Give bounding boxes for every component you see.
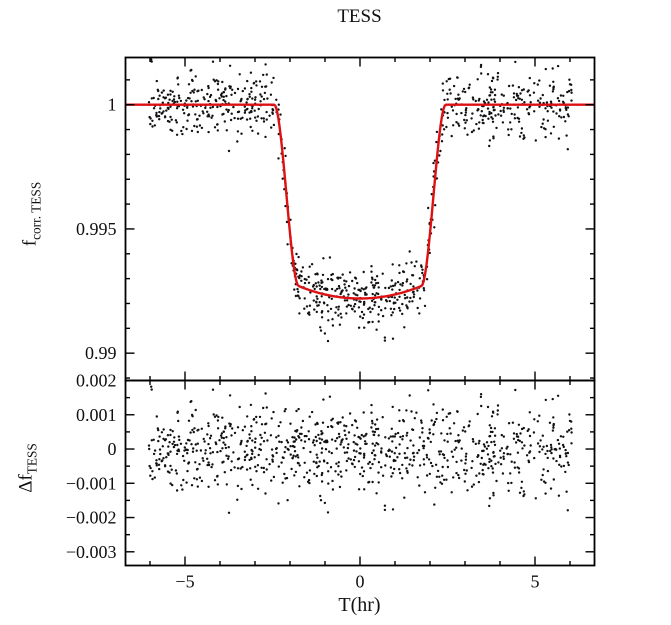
y-axis-label-bottom: ΔfTESS <box>16 443 41 493</box>
y-tick-label-bottom: 0.002 <box>76 371 117 391</box>
y-tick-label-bottom: 0.001 <box>76 405 117 425</box>
y-axis-label-top-sub: corr. TESS <box>28 181 44 240</box>
y-axis-label-bottom-main: Δf <box>15 474 37 493</box>
x-axis-label: T(hr) <box>338 594 381 616</box>
y-axis-label-bottom-sub: TESS <box>24 443 40 475</box>
y-tick-label-bottom: −0.002 <box>66 508 117 528</box>
plot-title: TESS <box>337 6 382 27</box>
transit-model-curve <box>125 103 595 300</box>
scatter-points-residuals <box>147 385 573 514</box>
y-tick-label-top: 0.99 <box>85 343 117 363</box>
y-tick-label-bottom: 0 <box>108 439 117 459</box>
axis-ticks <box>125 57 595 566</box>
y-axis-label-top-main: f <box>19 239 41 247</box>
x-tick-label: 5 <box>531 572 540 592</box>
x-tick-label: 0 <box>356 572 365 592</box>
y-tick-label-top: 1 <box>108 95 117 115</box>
x-tick-label: −5 <box>175 572 194 592</box>
y-axis-label-top: fcorr. TESS <box>20 182 45 246</box>
tick-labels: 0.99 0.995 1 −0.003 −0.002 −0.001 0 0.001 0.002 −… <box>66 95 540 592</box>
y-tick-label-bottom: −0.001 <box>66 473 117 493</box>
y-tick-label-bottom: −0.003 <box>66 542 117 562</box>
y-tick-label-top: 0.995 <box>76 219 117 239</box>
